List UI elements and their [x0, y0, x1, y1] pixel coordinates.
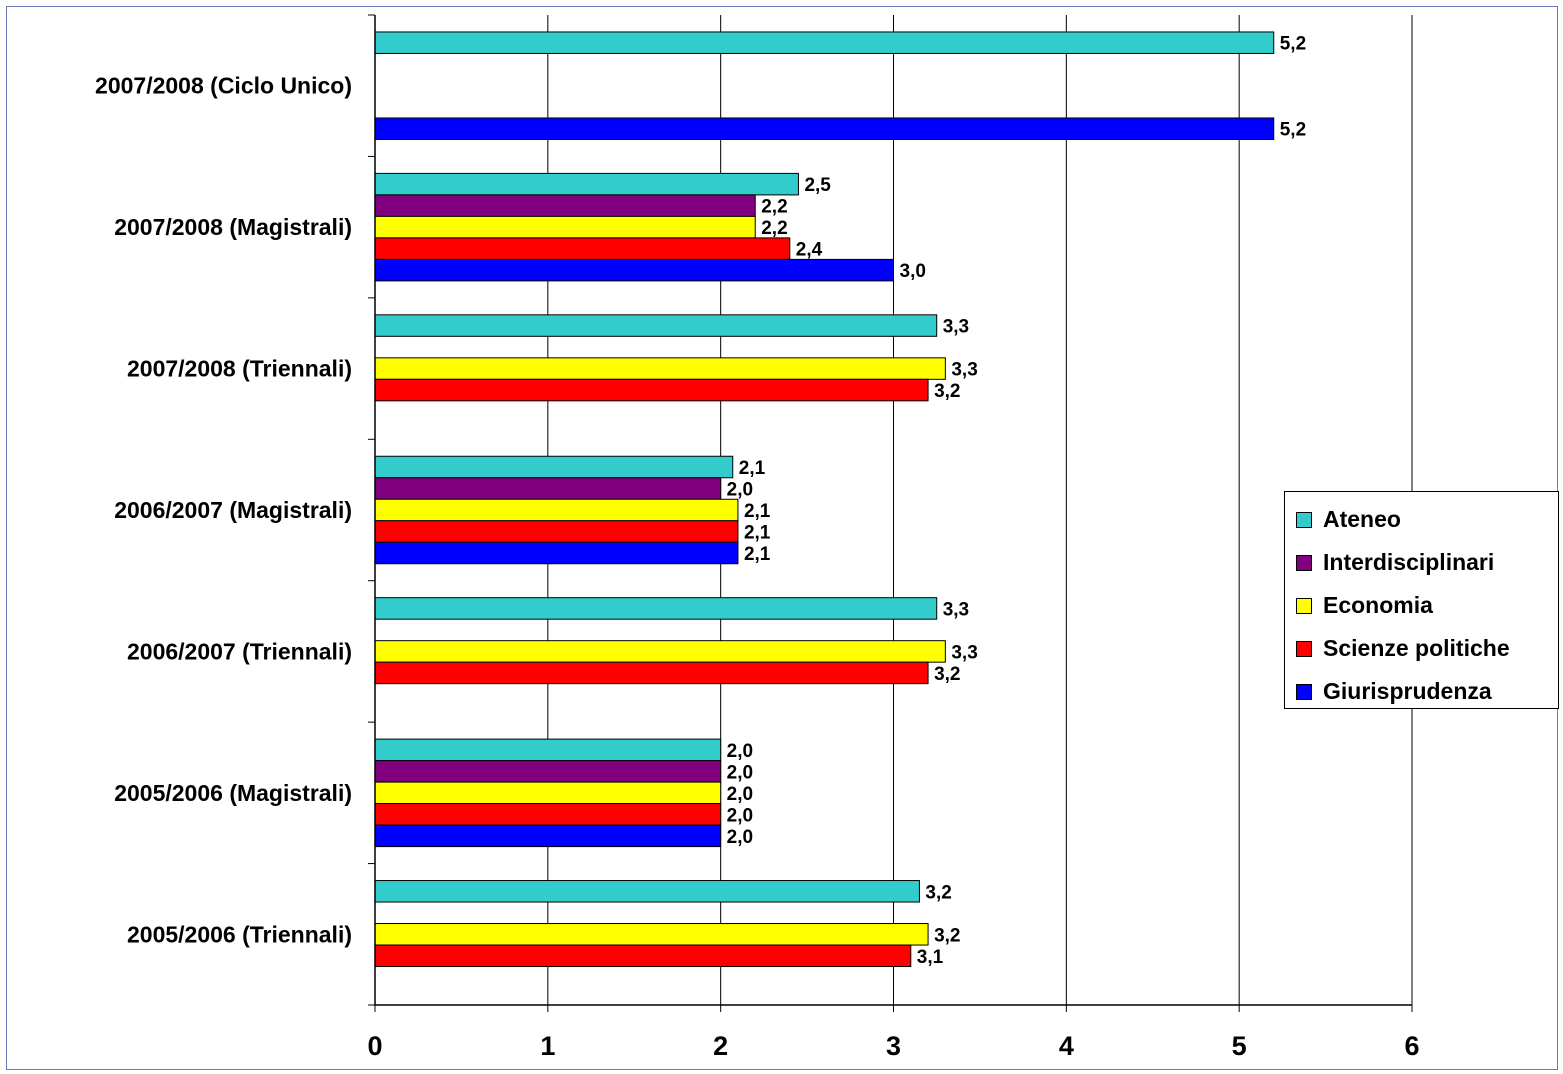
data-label: 2,0 — [727, 480, 753, 501]
legend-item: Economia — [1285, 584, 1558, 627]
bar-scienze-politiche — [374, 803, 722, 826]
bar-ateneo — [374, 314, 938, 337]
bar-ateneo — [374, 880, 920, 903]
x-tick-label: 2 — [713, 1031, 728, 1061]
bar-economia — [374, 498, 739, 522]
x-tick-label: 1 — [540, 1031, 555, 1061]
bar-economia — [374, 781, 722, 805]
category-label: 2005/2006 (Magistrali) — [114, 780, 352, 806]
data-label: 3,3 — [951, 360, 977, 381]
axes — [368, 14, 1413, 1012]
category-label: 2006/2007 (Magistrali) — [114, 497, 352, 523]
legend-item: Scienze politiche — [1285, 627, 1558, 670]
x-tick-label: 0 — [367, 1031, 382, 1061]
legend-label: Interdisciplinari — [1323, 549, 1495, 575]
data-label: 2,5 — [804, 175, 831, 196]
bar-giurisprudenza — [374, 117, 1275, 140]
legend-item: Giurisprudenza — [1285, 670, 1558, 713]
bar-ateneo — [374, 597, 938, 620]
bars — [374, 31, 1275, 968]
data-label: 3,2 — [934, 925, 960, 946]
bar-giurisprudenza — [374, 258, 894, 282]
data-label: 2,0 — [727, 827, 753, 848]
data-label: 3,3 — [943, 599, 969, 620]
category-label: 2007/2008 (Ciclo Unico) — [95, 73, 352, 99]
bar-scienze-politiche — [374, 944, 912, 968]
data-label: 3,2 — [934, 664, 960, 685]
bar-economia — [374, 215, 756, 239]
x-tick-label: 4 — [1059, 1031, 1074, 1061]
data-label: 2,0 — [727, 805, 753, 826]
legend-label: Giurisprudenza — [1323, 678, 1492, 704]
category-label: 2007/2008 (Triennali) — [127, 356, 352, 382]
data-label: 2,1 — [744, 544, 771, 565]
data-label: 2,1 — [744, 523, 771, 544]
legend-swatch — [1296, 640, 1312, 657]
bar-giurisprudenza — [374, 541, 739, 565]
legend-label: Economia — [1323, 592, 1433, 618]
bar-scienze-politiche — [374, 378, 929, 402]
bar-economia — [374, 923, 929, 946]
bar-economia — [374, 640, 946, 663]
legend-item: Interdisciplinari — [1285, 541, 1558, 584]
bar-scienze-politiche — [374, 520, 739, 543]
bar-ateneo — [374, 172, 799, 196]
x-tick-label: 3 — [886, 1031, 901, 1061]
bar-ateneo — [374, 455, 734, 479]
category-label: 2005/2006 (Triennali) — [127, 921, 352, 947]
legend: Ateneo Interdisciplinari Economia Scienze p… — [1284, 491, 1559, 709]
bar-economia — [374, 357, 946, 380]
data-label: 5,2 — [1280, 34, 1306, 55]
data-label: 2,1 — [739, 458, 766, 479]
bar-scienze-politiche — [374, 237, 791, 260]
bar-ateneo — [374, 738, 722, 762]
data-label: 3,3 — [943, 317, 969, 338]
data-label: 2,0 — [727, 741, 753, 762]
legend-swatch — [1296, 683, 1312, 700]
x-tick-label: 5 — [1232, 1031, 1247, 1061]
bar-interdisciplinari — [374, 194, 756, 217]
data-label: 3,2 — [925, 882, 951, 903]
data-label: 2,2 — [761, 197, 787, 218]
labels: 0 1 2 3 4 5 6 2007/2008 (Ciclo Unico) 2007/2008 … — [95, 34, 1419, 1061]
data-label: 5,2 — [1280, 120, 1306, 141]
legend-item: Ateneo — [1285, 498, 1558, 541]
bar-ateneo — [374, 31, 1275, 54]
data-label: 2,0 — [727, 762, 753, 783]
bar-giurisprudenza — [374, 824, 722, 848]
category-label: 2006/2007 (Triennali) — [127, 638, 352, 664]
legend-label: Scienze politiche — [1323, 635, 1510, 661]
data-label: 2,1 — [744, 501, 771, 522]
legend-swatch — [1296, 554, 1312, 571]
bar-interdisciplinari — [374, 477, 722, 500]
legend-swatch — [1296, 511, 1312, 528]
data-label: 2,2 — [761, 218, 787, 239]
data-label: 2,4 — [796, 240, 823, 261]
data-label: 2,0 — [727, 784, 753, 805]
x-tick-label: 6 — [1404, 1031, 1419, 1061]
data-label: 3,0 — [900, 261, 926, 282]
legend-label: Ateneo — [1323, 506, 1401, 532]
bar-interdisciplinari — [374, 760, 722, 783]
data-label: 3,2 — [934, 381, 960, 402]
legend-swatch — [1296, 597, 1312, 614]
data-label: 3,3 — [951, 642, 977, 663]
bar-scienze-politiche — [374, 661, 929, 685]
data-label: 3,1 — [917, 947, 944, 968]
category-label: 2007/2008 (Magistrali) — [114, 214, 352, 240]
